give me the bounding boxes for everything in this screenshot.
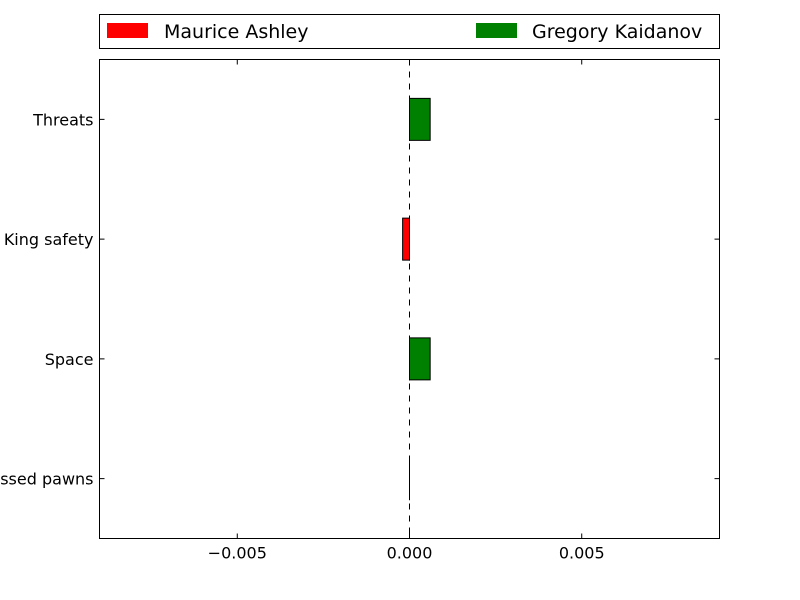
- x-tick-label: 0.005: [559, 544, 605, 563]
- legend: Maurice Ashley Gregory Kaidanov: [99, 14, 720, 49]
- bar-gregory-kaidanov-threats: [409, 97, 431, 141]
- legend-swatch-maurice-ashley: [107, 23, 148, 38]
- y-tick-label: Threats: [32, 110, 93, 129]
- x-tick-label: −0.005: [208, 544, 267, 563]
- bar-gregory-kaidanov-space: [409, 337, 431, 381]
- x-tick-label: 0.000: [387, 544, 433, 563]
- legend-label-gregory-kaidanov: Gregory Kaidanov: [532, 21, 702, 43]
- y-tick-label: Space: [45, 350, 94, 369]
- legend-label-maurice-ashley: Maurice Ashley: [164, 21, 309, 43]
- y-tick-label: King safety: [4, 230, 94, 249]
- y-tick-label: ssed pawns: [0, 470, 93, 489]
- legend-frame: [99, 14, 720, 49]
- bars: [402, 97, 431, 501]
- bar-maurice-ashley-king-safety: [402, 217, 411, 261]
- axes: −0.005 0.000 0.005 Threats King safety Space s…: [0, 59, 720, 563]
- legend-swatch-gregory-kaidanov: [476, 23, 517, 38]
